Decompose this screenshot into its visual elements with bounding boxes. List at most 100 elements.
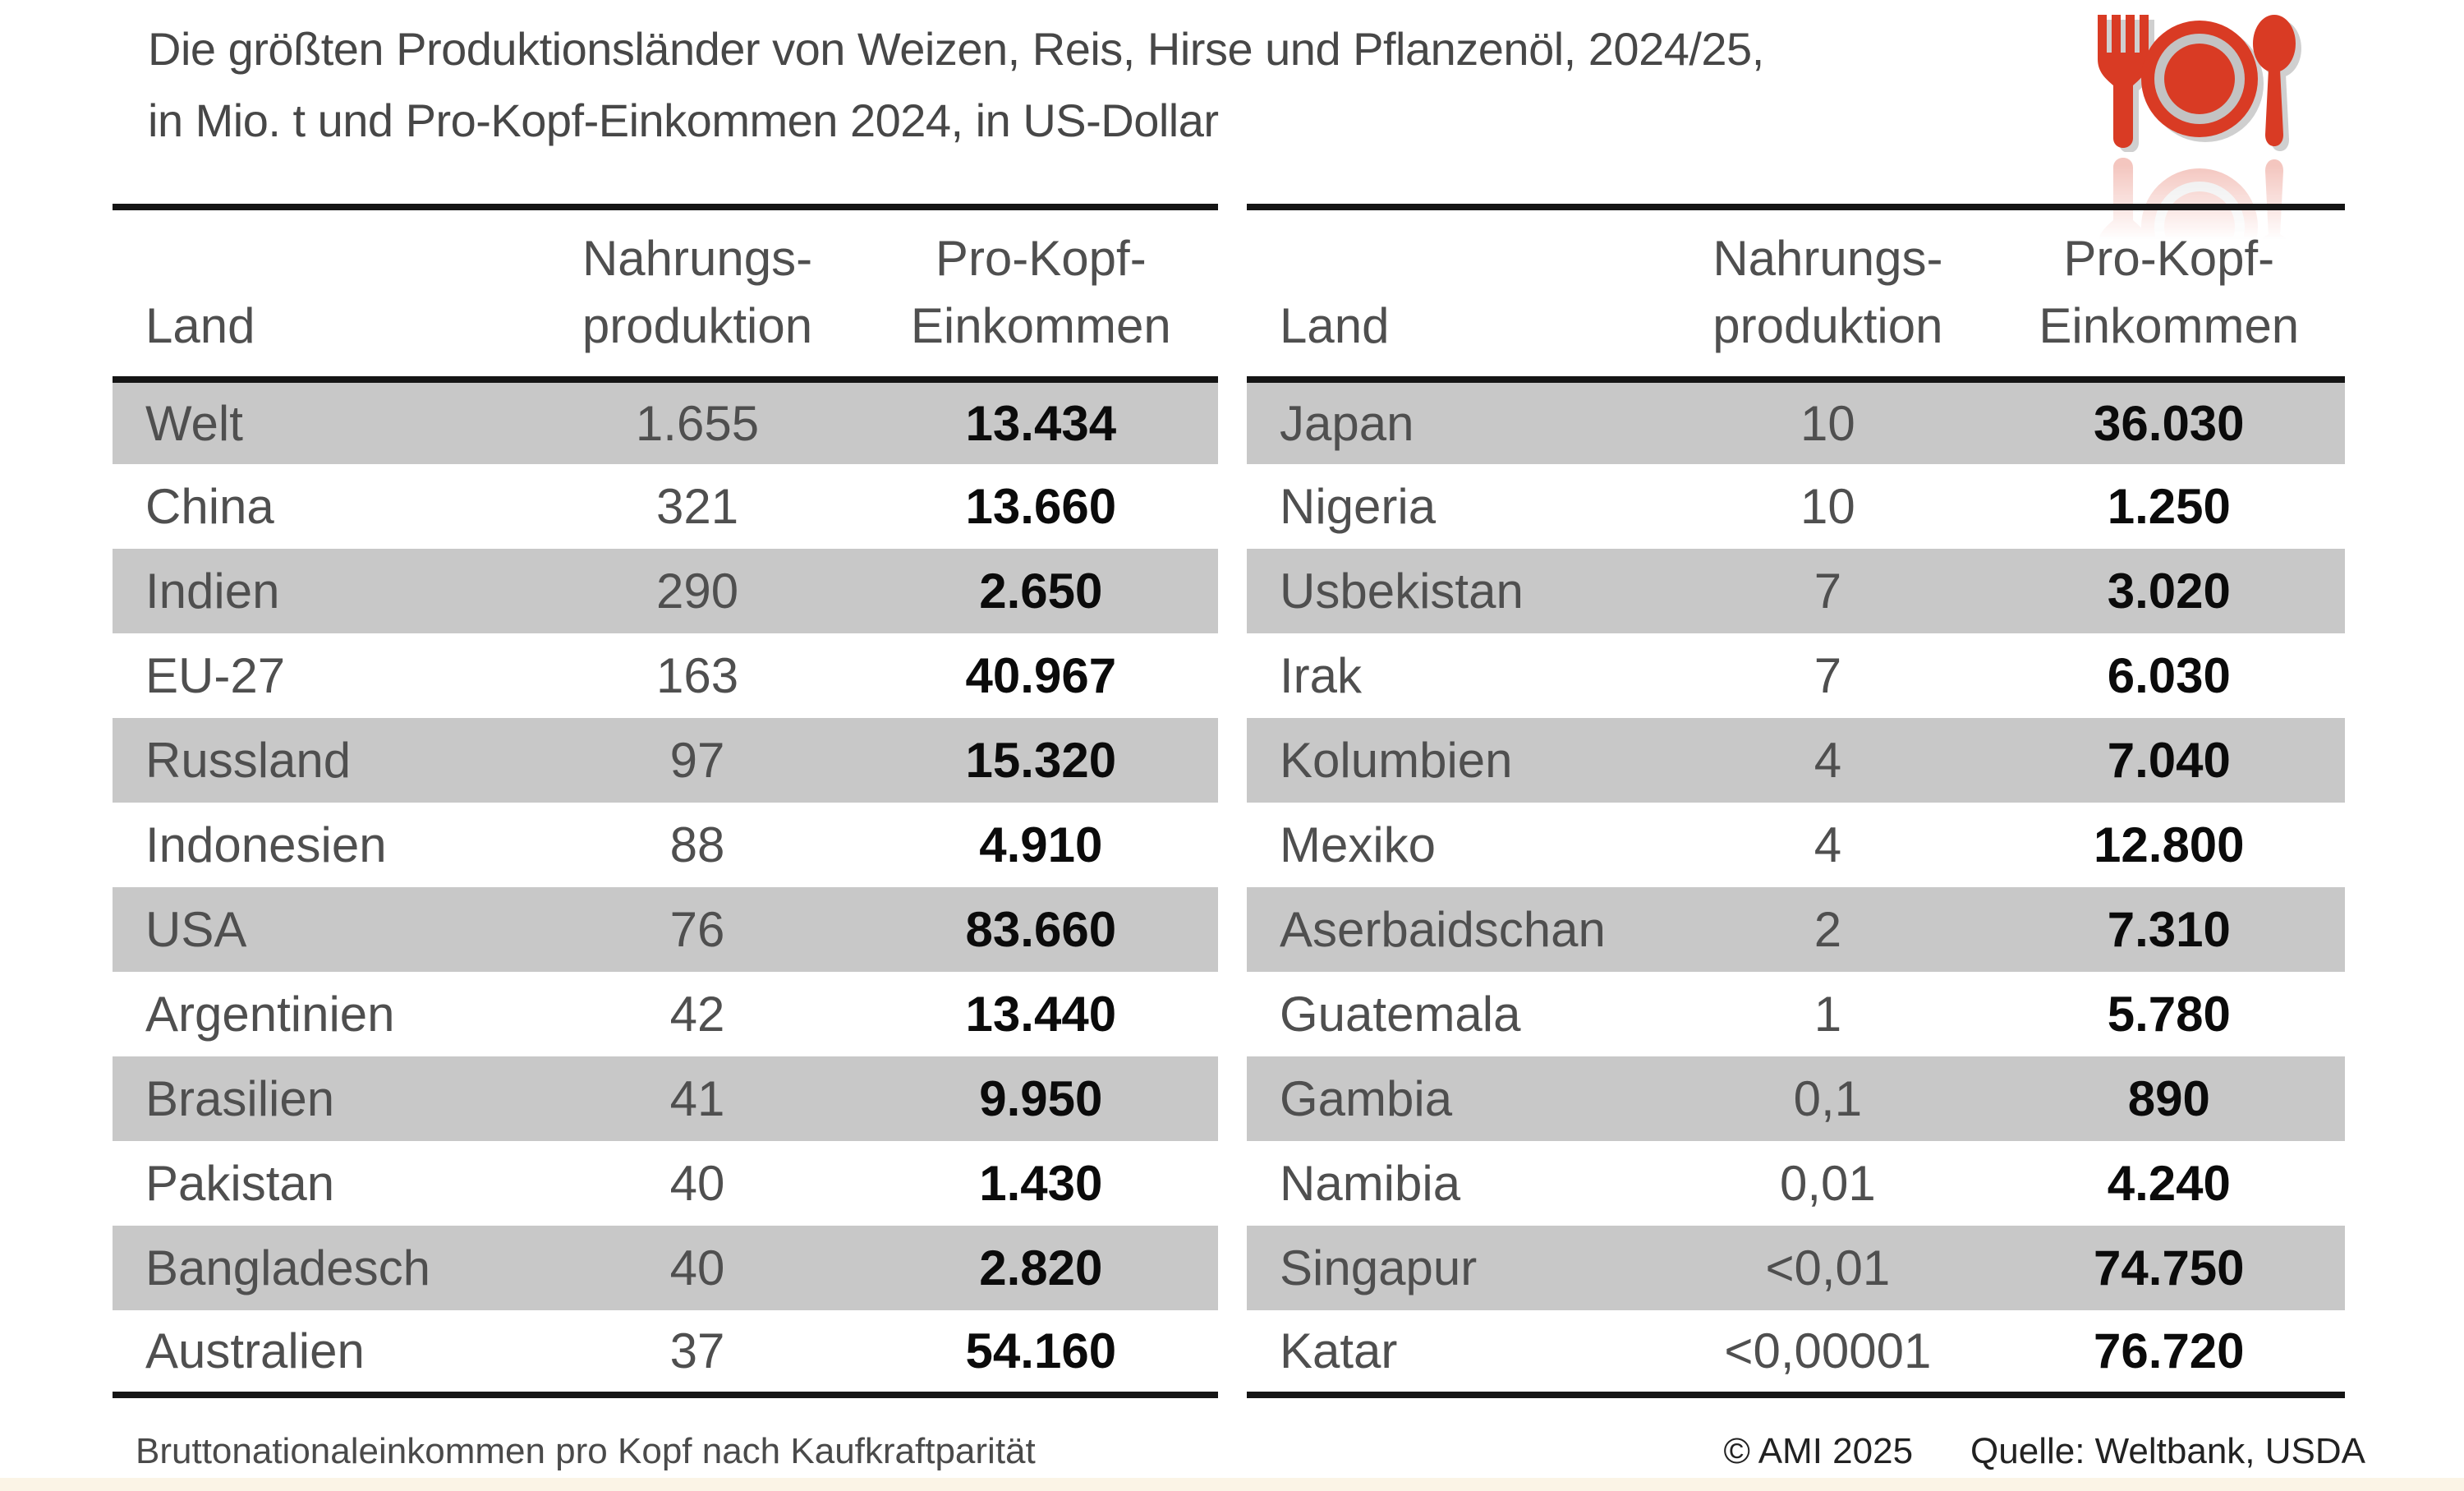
cell-production: 88 <box>669 817 725 872</box>
food-production-table-1: Land Nahrungs- produktion Pro-Kopf- Eink… <box>113 204 1218 1398</box>
cell-country: China <box>145 479 274 534</box>
cell-income: 13.440 <box>965 987 1117 1042</box>
plate-icon <box>2141 21 2258 137</box>
cell-income: 13.660 <box>965 479 1117 534</box>
header-country: Land <box>113 207 531 383</box>
cell-country: USA <box>145 902 247 957</box>
cell-country: Namibia <box>1280 1156 1461 1211</box>
cell-income: 6.030 <box>2107 648 2231 703</box>
cell-production: <0,00001 <box>1724 1323 1932 1378</box>
cell-production: 7 <box>1814 648 1842 703</box>
header-production: Nahrungs- produktion <box>1662 207 1993 383</box>
cell-production: 37 <box>669 1323 725 1378</box>
cell-income: 15.320 <box>965 733 1117 788</box>
cell-production: 41 <box>669 1071 725 1126</box>
cell-country: Usbekistan <box>1280 564 1524 619</box>
cell-production: 10 <box>1800 479 1855 534</box>
source: Quelle: Weltbank, USDA <box>1970 1431 2365 1471</box>
cell-country: Katar <box>1280 1323 1398 1378</box>
cell-income: 5.780 <box>2107 987 2231 1042</box>
table-row: Indien 290 2.650 <box>113 549 1218 633</box>
cell-income: 40.967 <box>965 648 1117 703</box>
header-income: Pro-Kopf- Einkommen <box>1993 207 2345 383</box>
cell-production: <0,01 <box>1765 1240 1891 1295</box>
header-row: Land Nahrungs- produktion Pro-Kopf- Eink… <box>113 207 1218 383</box>
table-row: Bangladesch 40 2.820 <box>113 1226 1218 1310</box>
table-row: Mexiko 4 12.800 <box>1247 803 2345 887</box>
table-row: Katar <0,00001 76.720 <box>1247 1310 2345 1395</box>
cell-production: 40 <box>669 1156 725 1211</box>
cell-country: Indien <box>145 564 280 619</box>
footnote: Bruttonationaleinkommen pro Kopf nach Ka… <box>136 1431 1036 1471</box>
cell-production: 163 <box>655 648 739 703</box>
cell-income: 76.720 <box>2094 1323 2245 1378</box>
cell-country: Bangladesch <box>145 1240 430 1295</box>
table-body-1: Welt 1.655 13.434 China 321 13.660 Indien 290 2.… <box>113 380 1218 1395</box>
cell-income: 74.750 <box>2094 1240 2245 1295</box>
table-row: Russland 97 15.320 <box>113 718 1218 803</box>
food-production-table-2: Land Nahrungs- produktion Pro-Kopf- Eink… <box>1247 204 2345 1398</box>
cell-income: 1.250 <box>2107 479 2231 534</box>
cell-income: 83.660 <box>965 902 1117 957</box>
cell-income: 7.040 <box>2107 733 2231 788</box>
table-row: Gambia 0,1 890 <box>1247 1056 2345 1141</box>
table-row: China 321 13.660 <box>113 464 1218 549</box>
cell-production: 40 <box>669 1240 725 1295</box>
cell-income: 12.800 <box>2094 817 2245 872</box>
footer: Bruttonationaleinkommen pro Kopf nach Ka… <box>136 1431 2365 1472</box>
header-country: Land <box>1247 207 1663 383</box>
cell-country: Gambia <box>1280 1071 1453 1126</box>
cell-production: 97 <box>669 733 725 788</box>
cell-country: EU-27 <box>145 648 286 703</box>
table-row: Pakistan 40 1.430 <box>113 1141 1218 1226</box>
header-row: Land Nahrungs- produktion Pro-Kopf- Eink… <box>1247 207 2345 383</box>
cell-country: Pakistan <box>145 1156 335 1211</box>
cell-income: 13.434 <box>965 396 1117 451</box>
table-row: USA 76 83.660 <box>113 887 1218 972</box>
cell-income: 3.020 <box>2107 564 2231 619</box>
table-row: Argentinien 42 13.440 <box>113 972 1218 1056</box>
page-title-line-1: Die größten Produktionsländer von Weizen… <box>148 23 1764 75</box>
cell-production: 290 <box>655 564 739 619</box>
table-row: Namibia 0,01 4.240 <box>1247 1141 2345 1226</box>
header-income: Pro-Kopf- Einkommen <box>863 207 1218 383</box>
table-row: Brasilien 41 9.950 <box>113 1056 1218 1141</box>
cell-income: 36.030 <box>2094 396 2245 451</box>
cell-country: Argentinien <box>145 987 395 1042</box>
cell-country: Kolumbien <box>1280 733 1513 788</box>
cell-income: 4.910 <box>979 817 1103 872</box>
cell-country: Nigeria <box>1280 479 1437 534</box>
cell-production: 2 <box>1814 902 1842 957</box>
table-body-2: Japan 10 36.030 Nigeria 10 1.250 Usbekistan 7 3.… <box>1247 380 2345 1395</box>
cell-production: 76 <box>669 902 725 957</box>
cell-income: 9.950 <box>979 1071 1103 1126</box>
cell-production: 1.655 <box>635 396 760 451</box>
cell-country: Irak <box>1280 648 1363 703</box>
cell-country: Guatemala <box>1280 987 1521 1042</box>
page-title: Die größten Produktionsländer von Weizen… <box>148 13 1764 156</box>
bottom-accent-strip <box>0 1478 2464 1491</box>
table-row: Nigeria 10 1.250 <box>1247 464 2345 549</box>
header-production: Nahrungs- produktion <box>531 207 864 383</box>
cell-income: 1.430 <box>979 1156 1103 1211</box>
cell-income: 7.310 <box>2107 902 2231 957</box>
fork-plate-spoon-icon-art <box>2098 15 2301 152</box>
table-row: Singapur <0,01 74.750 <box>1247 1226 2345 1310</box>
cell-income: 890 <box>2127 1071 2210 1126</box>
cell-country: Mexiko <box>1280 817 1437 872</box>
table-row: Guatemala 1 5.780 <box>1247 972 2345 1056</box>
spoon-icon <box>2253 15 2296 146</box>
cell-country: Russland <box>145 733 352 788</box>
fork-icon <box>2098 15 2149 148</box>
cell-income: 2.650 <box>979 564 1103 619</box>
page-title-line-2: in Mio. t und Pro-Kopf-Einkommen 2024, i… <box>148 94 1219 146</box>
cell-production: 321 <box>655 479 739 534</box>
cell-income: 54.160 <box>965 1323 1117 1378</box>
cell-production: 1 <box>1814 987 1842 1042</box>
table-row: Japan 10 36.030 <box>1247 380 2345 464</box>
cell-production: 4 <box>1814 733 1842 788</box>
copyright: © AMI 2025 <box>1723 1431 1914 1471</box>
table-row: Irak 7 6.030 <box>1247 633 2345 718</box>
table-row: Australien 37 54.160 <box>113 1310 1218 1395</box>
